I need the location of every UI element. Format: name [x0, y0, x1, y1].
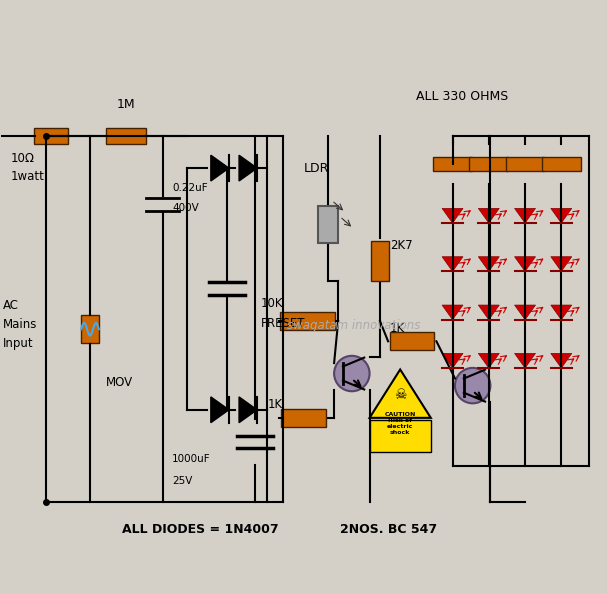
Bar	[390, 333, 435, 350]
Bar	[35, 128, 68, 144]
Polygon shape	[478, 353, 500, 368]
Polygon shape	[211, 397, 229, 423]
Text: ALL DIODES = 1N4007: ALL DIODES = 1N4007	[122, 523, 279, 536]
Polygon shape	[478, 257, 500, 271]
Text: swagatam innovations: swagatam innovations	[287, 319, 421, 332]
Text: LDR: LDR	[304, 162, 329, 175]
Polygon shape	[478, 208, 500, 223]
Text: ALL 330 OHMS: ALL 330 OHMS	[416, 90, 509, 103]
Polygon shape	[211, 155, 229, 181]
Polygon shape	[442, 257, 463, 271]
Bar	[506, 157, 544, 171]
Text: AC: AC	[3, 299, 19, 312]
Polygon shape	[370, 369, 431, 418]
Polygon shape	[515, 257, 535, 271]
Polygon shape	[515, 353, 535, 368]
Polygon shape	[239, 397, 257, 423]
Text: 10K: 10K	[261, 296, 283, 309]
Polygon shape	[551, 305, 572, 320]
Polygon shape	[551, 353, 572, 368]
Polygon shape	[442, 208, 463, 223]
Circle shape	[334, 356, 370, 391]
FancyBboxPatch shape	[370, 421, 431, 453]
Text: CAUTION
Risk of
electric
shock: CAUTION Risk of electric shock	[384, 412, 416, 435]
Circle shape	[455, 368, 490, 403]
Text: 0.22uF: 0.22uF	[172, 183, 208, 192]
Polygon shape	[515, 305, 535, 320]
Bar	[81, 315, 99, 343]
Text: 1M: 1M	[117, 97, 135, 110]
Bar	[317, 206, 337, 242]
Text: 1000uF: 1000uF	[172, 454, 211, 464]
Bar	[371, 241, 389, 281]
Bar	[282, 409, 325, 426]
Text: 1watt: 1watt	[11, 170, 45, 183]
Text: 1K: 1K	[390, 321, 405, 334]
Text: PRESET: PRESET	[261, 317, 305, 330]
Bar	[433, 157, 472, 171]
Polygon shape	[442, 305, 463, 320]
Polygon shape	[515, 208, 535, 223]
Bar	[469, 157, 508, 171]
Text: 2K7: 2K7	[390, 239, 412, 252]
Text: 2NOS. BC 547: 2NOS. BC 547	[340, 523, 437, 536]
Text: 25V: 25V	[172, 476, 192, 486]
Polygon shape	[551, 208, 572, 223]
Bar	[280, 312, 335, 330]
Polygon shape	[442, 353, 463, 368]
Bar	[542, 157, 581, 171]
Polygon shape	[551, 257, 572, 271]
Text: MOV: MOV	[106, 375, 134, 388]
Text: Mains: Mains	[3, 318, 38, 331]
Text: Input: Input	[3, 337, 33, 350]
Polygon shape	[478, 305, 500, 320]
Text: ☠: ☠	[394, 388, 407, 402]
Polygon shape	[239, 155, 257, 181]
Bar	[106, 128, 146, 144]
Text: 1K: 1K	[267, 398, 282, 411]
Text: 400V: 400V	[172, 203, 199, 213]
Text: 10Ω: 10Ω	[11, 151, 35, 165]
